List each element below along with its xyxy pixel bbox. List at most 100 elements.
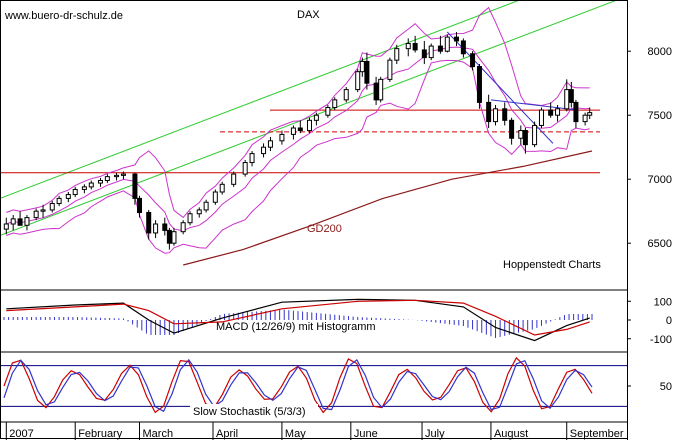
candle-body: [290, 127, 296, 135]
candle-64: [522, 128, 528, 154]
candle-12: [97, 177, 103, 187]
candle-43: [359, 57, 365, 77]
candle-body: [242, 162, 248, 175]
candle-71: [573, 99, 579, 128]
candle-67: [548, 102, 554, 118]
channel-lower-line: [0, 0, 619, 236]
stochastic-y-tick-label: 50: [660, 381, 672, 393]
candle-body: [212, 191, 218, 203]
candle-body: [582, 114, 588, 123]
macd-signal-line: [6, 299, 590, 336]
candle-body: [120, 173, 126, 176]
candle-body: [88, 182, 94, 188]
candle-body: [49, 203, 55, 211]
candle-16: [132, 172, 138, 205]
gd200-line: [183, 150, 593, 266]
candle-49: [405, 38, 411, 57]
candle-body: [325, 107, 331, 116]
candle-58: [476, 64, 482, 109]
candle-54: [444, 34, 450, 53]
candle-body: [56, 197, 62, 205]
candle-body: [532, 124, 538, 146]
price-y-tick-label: 8000: [648, 46, 672, 58]
macd-title: MACD (12/26/9) mit Histogramm: [216, 321, 376, 333]
candle-11: [88, 180, 94, 190]
candle-body: [306, 119, 312, 132]
candle-42: [355, 69, 361, 93]
candle-body: [538, 109, 544, 126]
candle-45: [373, 76, 379, 105]
candle-35: [290, 125, 296, 140]
candle-25: [196, 207, 202, 218]
candle-29: [231, 171, 237, 187]
candle-body: [493, 108, 499, 123]
x-tick-label: September: [570, 428, 624, 440]
candle-5: [40, 204, 46, 218]
candle-32: [261, 143, 267, 158]
candle-body: [359, 60, 365, 73]
channel-upper-line: [0, 0, 522, 199]
candle-17: [137, 195, 143, 218]
candle-body: [132, 173, 138, 199]
candle-body: [65, 194, 71, 199]
candle-body: [3, 223, 9, 230]
candle-body: [267, 140, 273, 148]
candle-body: [437, 45, 443, 52]
candle-body: [394, 48, 400, 61]
source-label: Hoppenstedt Charts: [503, 259, 601, 271]
candle-body: [219, 183, 225, 193]
candle-body: [378, 78, 384, 101]
price-panel: [0, 0, 619, 266]
candle-body: [33, 210, 39, 219]
y-axis: 8000 7500 7000 6500 100 0 -100 50: [627, 46, 672, 393]
candle-4: [33, 208, 39, 221]
candle-9: [72, 186, 78, 198]
stochastic-title-box: [190, 404, 318, 418]
candle-3: [24, 215, 30, 231]
candle-48: [394, 44, 400, 64]
candle-body: [104, 176, 110, 181]
candle-body: [509, 119, 515, 139]
candle-36: [297, 120, 303, 134]
candle-53: [437, 35, 443, 54]
candle-body: [522, 130, 528, 146]
price-y-tick-label: 6500: [648, 238, 672, 250]
candle-46: [378, 76, 384, 103]
candle-body: [279, 133, 285, 142]
candle-body: [249, 153, 255, 164]
candle-body: [564, 89, 570, 110]
candle-73: [587, 107, 593, 120]
candle-body: [261, 146, 267, 155]
candle-70: [568, 81, 574, 108]
candle-body: [573, 101, 579, 123]
candle-1: [10, 215, 16, 231]
candle-body: [373, 82, 379, 101]
candle-body: [502, 108, 508, 121]
candle-body: [518, 130, 524, 139]
candle-body: [72, 188, 78, 196]
candle-body: [587, 112, 593, 116]
candle-body: [114, 174, 120, 178]
candle-2: [17, 211, 23, 226]
bollinger-middle: [6, 46, 590, 232]
candle-52: [428, 43, 434, 61]
macd-y-tick-label: 0: [666, 315, 672, 327]
candle-15: [120, 171, 126, 180]
candle-31: [249, 151, 255, 167]
candle-13: [104, 174, 110, 184]
stochastic-title: Slow Stochastik (5/3/3): [193, 406, 306, 418]
candle-body: [343, 89, 349, 101]
candle-41: [343, 87, 349, 103]
candle-body: [297, 127, 303, 132]
candle-69: [564, 79, 570, 112]
macd-panel: [3, 298, 593, 342]
candle-body: [421, 49, 427, 59]
candle-body: [187, 213, 193, 224]
candle-55: [453, 32, 459, 47]
watermark-box: [2, 7, 130, 22]
candle-body: [476, 66, 482, 103]
candle-7: [56, 195, 62, 207]
candle-body: [81, 186, 87, 190]
candle-30: [242, 160, 248, 177]
